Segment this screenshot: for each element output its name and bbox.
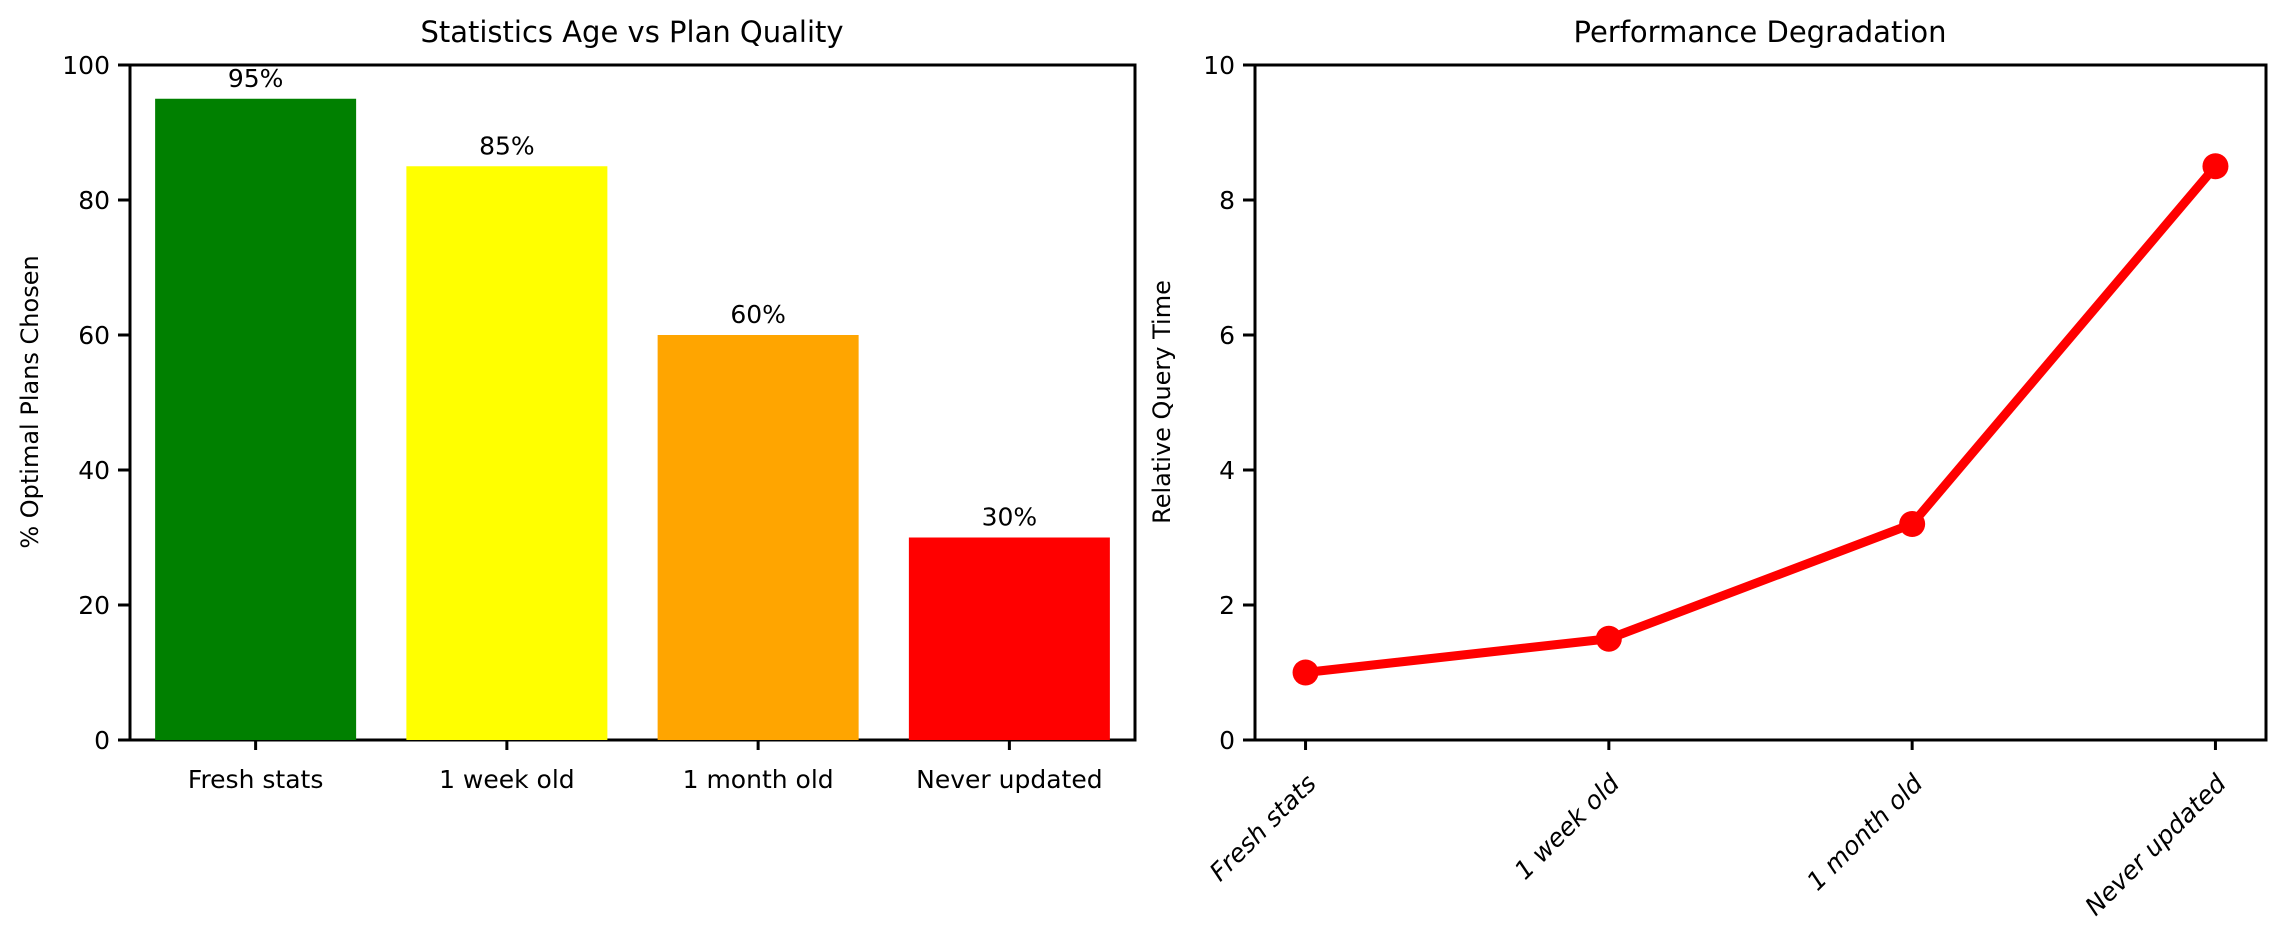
bar-value-label: 30%	[982, 503, 1038, 532]
line-chart-svg: 0 2 4 6 8 10 Fresh stats 1 week old 1 month old N…	[1150, 15, 2268, 921]
y-tick-label: 10	[1203, 51, 1235, 80]
data-point-marker	[2202, 153, 2229, 180]
y-tick-label: 100	[62, 51, 110, 80]
bar-chart-y-axis-label: % Optimal Plans Chosen	[16, 255, 44, 548]
y-tick-label: 80	[78, 186, 110, 215]
x-tick-label: Fresh stats	[188, 765, 323, 794]
bar-chart-svg: 0 20 40 60 80 100 95% Fresh stats 85% 1 week old 6…	[16, 15, 1137, 794]
x-tick-label: 1 week old	[1509, 769, 1625, 885]
line-chart-panel: 0 2 4 6 8 10 Fresh stats 1 week old 1 month old N…	[1150, 0, 2282, 938]
x-tick-label: 1 month old	[1801, 769, 1928, 896]
y-tick-label: 2	[1219, 591, 1235, 620]
axis-frame	[1253, 63, 2268, 742]
x-tick-label: Never updated	[2079, 769, 2231, 921]
x-tick-label: 1 week old	[439, 765, 575, 794]
data-point-marker	[1292, 659, 1319, 686]
bar	[155, 98, 357, 740]
line-chart-title: Performance Degradation	[1574, 15, 1947, 49]
bar-value-label: 60%	[730, 300, 786, 329]
bar-value-label: 85%	[479, 131, 535, 160]
x-tick-label: Fresh stats	[1204, 769, 1322, 887]
y-tick-label: 0	[94, 726, 110, 755]
y-tick-label: 6	[1219, 321, 1235, 350]
bar-chart-panel: 0 20 40 60 80 100 95% Fresh stats 85% 1 week old 6…	[16, 15, 1137, 794]
data-point-marker	[1899, 511, 1926, 537]
line-series	[1301, 161, 2220, 677]
bar-chart-title: Statistics Age vs Plan Quality	[420, 15, 843, 49]
y-tick-label: 4	[1219, 456, 1235, 485]
y-tick-label: 8	[1219, 186, 1235, 215]
line-plot-area: 0 2 4 6 8 10 Fresh stats 1 week old 1 month old N…	[1203, 51, 2268, 921]
x-tick-label: Never updated	[916, 765, 1102, 794]
axis-frame	[128, 63, 1137, 742]
bar	[406, 166, 608, 740]
bar-value-label: 95%	[228, 64, 284, 93]
line-chart-y-axis-label: Relative Query Time	[1150, 280, 1176, 524]
bar-plot-area: 0 20 40 60 80 100 95% Fresh stats 85% 1 week old 6…	[62, 51, 1137, 794]
y-tick-label: 0	[1219, 726, 1235, 755]
x-tick-label: 1 month old	[683, 765, 834, 794]
y-tick-label: 20	[78, 591, 110, 620]
data-point-marker	[1595, 625, 1622, 652]
y-tick-label: 60	[78, 321, 110, 350]
bar	[657, 335, 859, 740]
bar	[908, 537, 1110, 740]
y-tick-label: 40	[78, 456, 110, 485]
